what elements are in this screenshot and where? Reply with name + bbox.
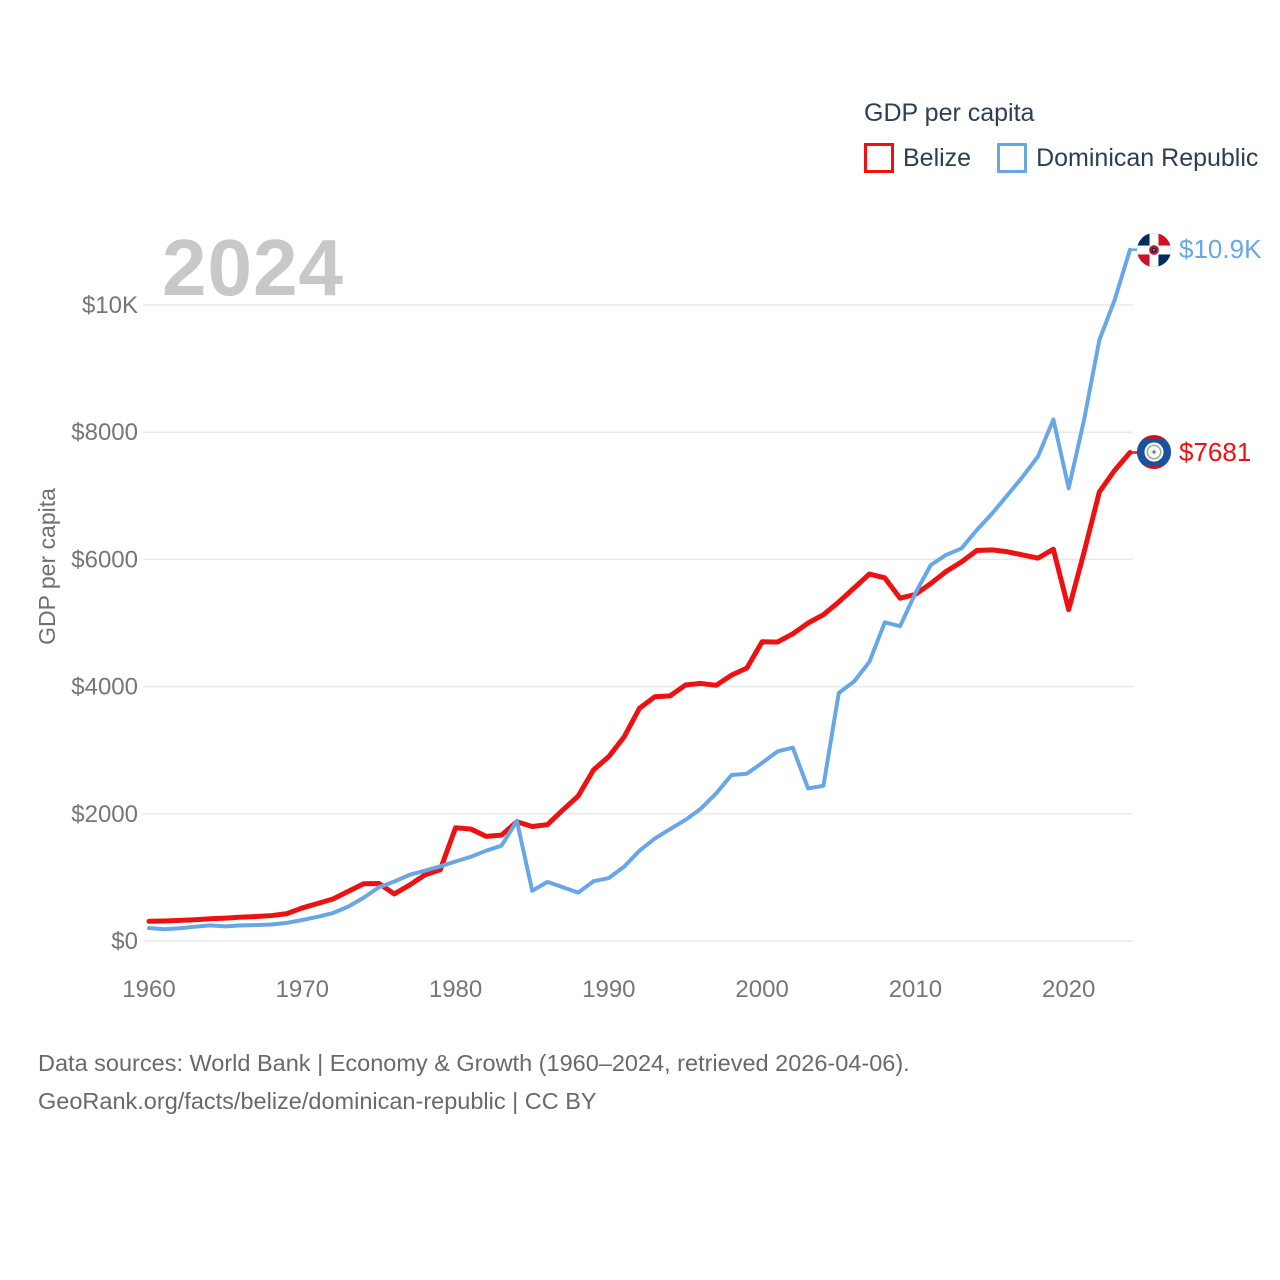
svg-text:$6000: $6000 <box>71 546 138 573</box>
dominican-republic-end-label: $10.9K <box>1137 232 1262 267</box>
legend-label-dominican-republic: Dominican Republic <box>1036 143 1259 172</box>
y-axis-labels: $0 $2000 $4000 $6000 $8000 $10K <box>71 292 138 955</box>
x-axis-labels: 1960 1970 1980 1990 2000 2010 2020 <box>122 976 1095 1003</box>
legend-item-belize[interactable]: Belize <box>864 143 971 173</box>
svg-text:1980: 1980 <box>429 976 482 1003</box>
gridlines <box>143 304 1133 942</box>
svg-text:1970: 1970 <box>276 976 329 1003</box>
dominican-republic-end-value: $10.9K <box>1179 234 1262 265</box>
svg-text:1960: 1960 <box>122 976 175 1003</box>
belize-end-label: $7681 <box>1137 435 1252 470</box>
legend-items: Belize Dominican Republic <box>864 143 1258 173</box>
legend-title: GDP per capita <box>864 99 1035 127</box>
svg-text:2020: 2020 <box>1042 976 1095 1003</box>
svg-text:1990: 1990 <box>582 976 635 1003</box>
svg-text:$2000: $2000 <box>71 801 138 828</box>
svg-text:$10K: $10K <box>82 292 138 319</box>
year-watermark: 2024 <box>162 223 344 312</box>
data-sources: Data sources: World Bank | Economy & Gro… <box>38 1044 910 1120</box>
svg-text:$4000: $4000 <box>71 674 138 701</box>
dominican-republic-flag-icon <box>1137 232 1171 267</box>
dominican-republic-swatch-icon <box>997 143 1028 173</box>
data-sources-line1: Data sources: World Bank | Economy & Gro… <box>38 1050 910 1076</box>
svg-text:$8000: $8000 <box>71 419 138 446</box>
series-lines <box>146 247 1141 932</box>
belize-swatch-icon <box>864 143 894 173</box>
legend-label-belize: Belize <box>903 143 972 172</box>
belize-flag-icon <box>1137 435 1171 470</box>
legend-item-dominican-republic[interactable]: Dominican Republic <box>997 143 1258 173</box>
legend: GDP per capita Belize Dominican Republic <box>864 99 1258 173</box>
svg-text:$0: $0 <box>111 928 138 955</box>
svg-text:2000: 2000 <box>735 976 788 1003</box>
svg-text:2010: 2010 <box>889 976 942 1003</box>
belize-end-value: $7681 <box>1179 436 1252 467</box>
data-sources-line2: GeoRank.org/facts/belize/dominican-repub… <box>38 1088 597 1114</box>
